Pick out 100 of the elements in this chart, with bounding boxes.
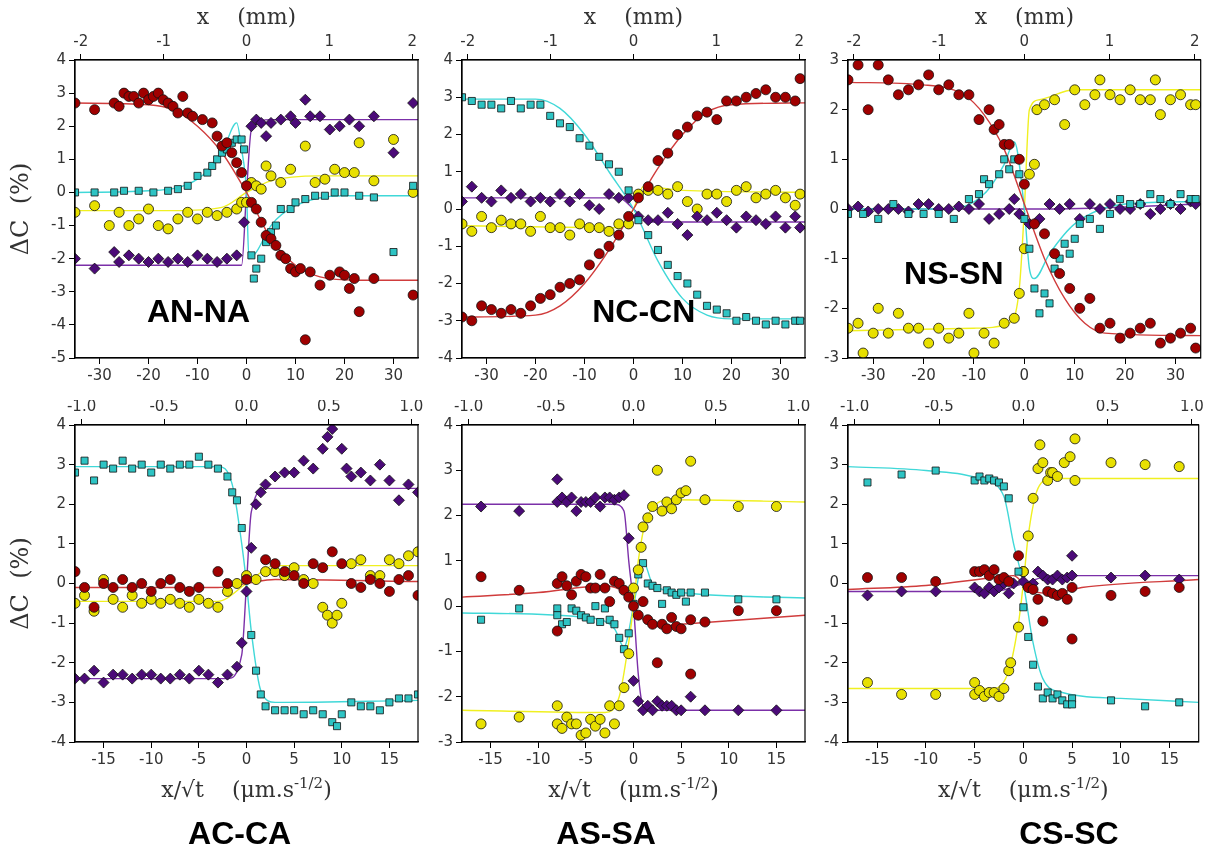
y-tick-label: 4 xyxy=(443,49,453,68)
y-tick-label: -2 xyxy=(51,248,66,267)
y-tick-label: -5 xyxy=(51,347,66,366)
x2-tick-label: 1 xyxy=(711,31,722,50)
x-tick-label: -10 xyxy=(138,749,164,768)
x2-axis-title: x (mm) xyxy=(196,4,297,29)
y-tick-label: 4 xyxy=(829,414,839,433)
y-tick-label: 0 xyxy=(443,596,453,615)
y-axis-title: ΔC (%) xyxy=(6,162,34,256)
x2-tick-label: 1.0 xyxy=(399,396,424,415)
x2-tick-label: -0.5 xyxy=(149,396,179,415)
y-tick-label: -4 xyxy=(51,314,66,333)
y-tick-label: 3 xyxy=(443,460,453,479)
x2-tick-label: -1.0 xyxy=(66,396,97,415)
x2-tick-label: 0.5 xyxy=(1095,396,1120,415)
y-tick-label: 0 xyxy=(56,573,66,592)
x2-tick-label: -2 xyxy=(73,31,89,50)
x-tick-label: 20 xyxy=(1115,365,1135,384)
y-tick-label: -2 xyxy=(438,273,453,292)
x-tick-label: 15 xyxy=(1159,749,1180,768)
y-tick-label: 2 xyxy=(56,494,66,513)
x-tick-label: 0 xyxy=(1018,749,1029,768)
y-tick-label: -1 xyxy=(438,236,453,255)
annotation: AN-NA xyxy=(146,293,251,330)
x-tick-label: 10 xyxy=(1111,749,1131,768)
x2-tick-label: 1 xyxy=(1104,31,1115,50)
x-tick-label: -20 xyxy=(136,365,161,384)
x2-tick-label: 2 xyxy=(1189,31,1200,50)
y-tick-label: 2 xyxy=(829,494,839,513)
x-tick-label: -15 xyxy=(478,749,503,768)
x-tick-label: -5 xyxy=(578,749,594,768)
y-tick-label: -1 xyxy=(824,613,839,632)
x2-tick-label: 0.0 xyxy=(621,396,646,415)
y-tick-label: 1 xyxy=(443,161,453,180)
y-tick-label: -1 xyxy=(51,613,66,632)
x2-tick-label: 1 xyxy=(324,31,335,50)
x-tick-label: 20 xyxy=(334,365,355,384)
x2-tick-label: -0.5 xyxy=(924,396,954,415)
x-tick-label: -15 xyxy=(864,749,890,768)
y-tick-label: 2 xyxy=(56,116,66,135)
x-tick-label: -10 xyxy=(961,365,987,384)
y-tick-label: 0 xyxy=(829,573,839,592)
y-tick-label: -2 xyxy=(824,298,839,317)
y-tick-label: 0 xyxy=(829,198,839,217)
x2-tick-label: 2 xyxy=(794,31,804,50)
x-tick-label: -20 xyxy=(911,365,936,384)
y-tick-label: -3 xyxy=(51,692,66,711)
y-tick-label: 3 xyxy=(443,87,453,106)
x-tick-label: 0 xyxy=(628,365,639,384)
x-tick-label: 10 xyxy=(332,749,352,768)
x2-tick-label: -0.5 xyxy=(536,396,566,415)
y-tick-label: -1 xyxy=(51,215,66,234)
y-tick-label: 3 xyxy=(829,49,839,68)
x-tick-label: -30 xyxy=(474,365,499,384)
x2-tick-label: -1 xyxy=(931,31,947,50)
x2-tick-label: -1 xyxy=(543,31,559,50)
x2-tick-label: -2 xyxy=(846,31,862,50)
y-tick-label: -4 xyxy=(438,347,453,366)
text: CS-SC xyxy=(1019,815,1119,851)
x-tick-label: -10 xyxy=(572,365,597,384)
x2-tick-label: -1.0 xyxy=(840,396,870,415)
text: AS-SA xyxy=(556,815,656,851)
x-tick-label: 5 xyxy=(676,749,686,768)
x-tick-label: -15 xyxy=(91,749,116,768)
x-tick-label: 0 xyxy=(628,749,639,768)
annotation: NS-SN xyxy=(904,254,1004,291)
x-tick-label: 30 xyxy=(770,365,791,384)
x-tick-label: -20 xyxy=(523,365,548,384)
y-tick-label: 1 xyxy=(829,533,839,552)
x-tick-label: 15 xyxy=(379,749,399,768)
y-tick-label: 3 xyxy=(56,454,66,473)
x2-tick-label: -1 xyxy=(156,31,172,50)
x-tick-label: -30 xyxy=(860,365,886,384)
x-tick-label: 0 xyxy=(241,749,252,768)
y-tick-label: 3 xyxy=(829,454,839,473)
y-tick-label: -1 xyxy=(824,248,839,267)
y-tick-label: 2 xyxy=(829,99,839,118)
x-tick-label: -10 xyxy=(913,749,939,768)
y-tick-label: 4 xyxy=(443,414,453,433)
x2-tick-label: -2 xyxy=(460,31,476,50)
y-tick-label: -2 xyxy=(824,652,839,671)
y-tick-label: 2 xyxy=(443,124,453,143)
x2-tick-label: 2 xyxy=(407,31,417,50)
x-tick-label: 5 xyxy=(289,749,299,768)
y-tick-label: 1 xyxy=(56,149,66,168)
y-tick-label: 4 xyxy=(56,49,66,68)
x2-tick-label: 0.5 xyxy=(317,396,341,415)
y-tick-label: -3 xyxy=(438,731,453,750)
x-tick-label: 30 xyxy=(383,365,404,384)
x-tick-label: 0 xyxy=(1019,365,1030,384)
x-tick-label: -5 xyxy=(191,749,207,768)
y-tick-label: 0 xyxy=(443,198,453,217)
y-tick-label: 1 xyxy=(443,550,453,569)
y-tick-label: 1 xyxy=(56,533,66,552)
x-tick-label: 10 xyxy=(1065,365,1085,384)
x2-tick-label: 0.0 xyxy=(1011,396,1036,415)
x-tick-label: -10 xyxy=(525,749,551,768)
y-tick-label: 3 xyxy=(56,83,66,101)
x2-tick-label: 0.0 xyxy=(234,396,259,415)
x-tick-label: 30 xyxy=(1165,365,1186,384)
